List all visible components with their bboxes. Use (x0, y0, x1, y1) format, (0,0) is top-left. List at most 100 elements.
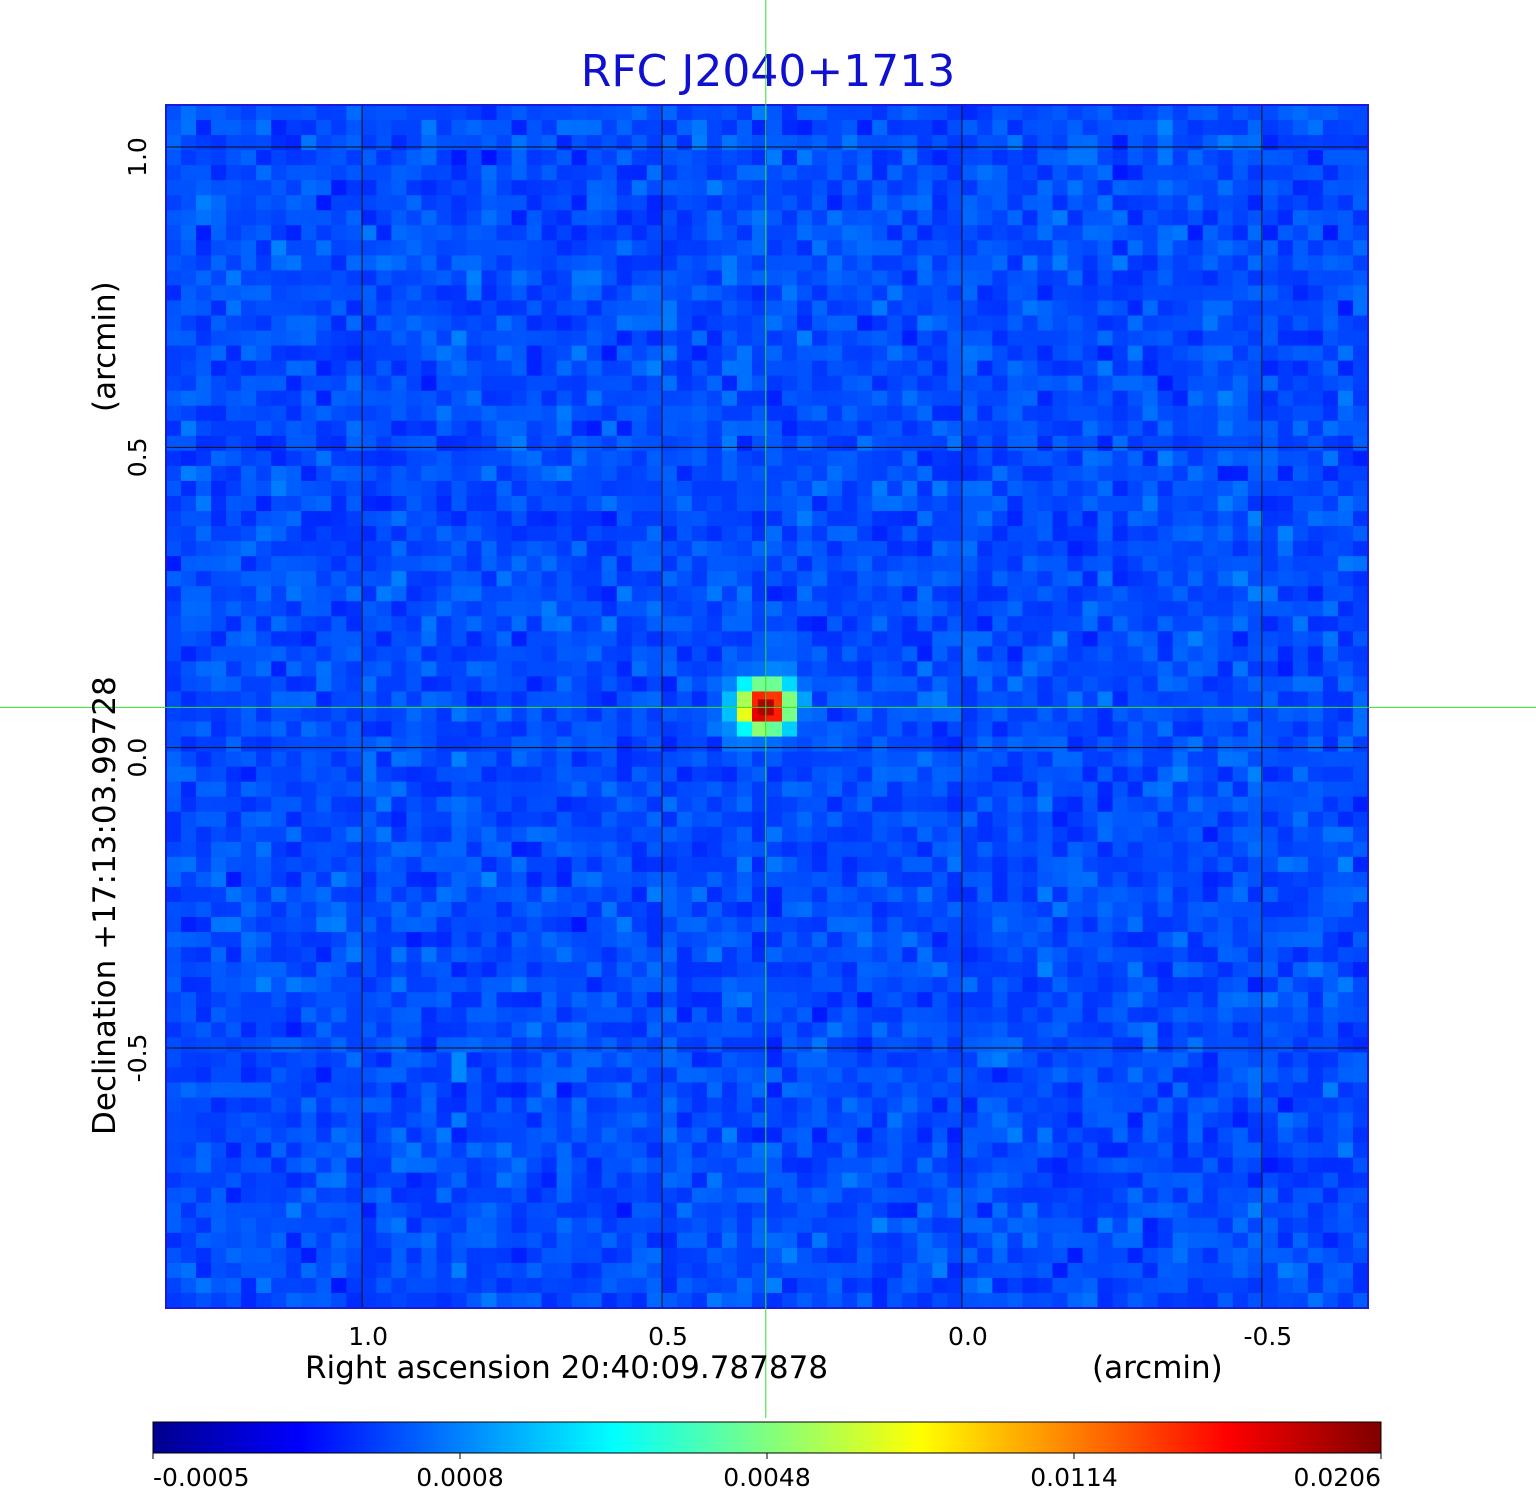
heatmap-cell (346, 541, 362, 557)
heatmap-cell (1142, 811, 1159, 828)
heatmap-cell (1262, 781, 1279, 798)
heatmap-cell (1247, 300, 1264, 317)
heatmap-cell (301, 706, 317, 723)
heatmap-cell (256, 150, 272, 166)
heatmap-cell (646, 586, 663, 602)
heatmap-cell (992, 345, 1009, 362)
heatmap-cell (1217, 526, 1234, 542)
heatmap-cell (932, 405, 948, 422)
heatmap-cell (676, 405, 693, 422)
heatmap-cell (902, 932, 918, 948)
heatmap-cell (1052, 616, 1069, 632)
heatmap-cell (241, 105, 257, 121)
heatmap-cell (571, 450, 588, 467)
heatmap-cell (872, 225, 888, 241)
heatmap-cell (1352, 1007, 1369, 1023)
heatmap-cell (1052, 871, 1069, 888)
heatmap-cell (947, 691, 963, 708)
heatmap-cell (301, 345, 317, 362)
heatmap-cell (1217, 706, 1234, 723)
heatmap-cell (241, 917, 257, 933)
heatmap-cell (166, 962, 182, 978)
heatmap-cell (767, 631, 783, 647)
heatmap-cell (631, 841, 648, 858)
heatmap-cell (406, 315, 423, 332)
heatmap-cell (361, 781, 377, 798)
heatmap-cell (676, 285, 693, 302)
heatmap-cell (256, 1022, 272, 1038)
heatmap-cell (511, 255, 528, 272)
heatmap-cell (556, 917, 573, 933)
heatmap-cell (241, 135, 257, 151)
heatmap-cell (917, 390, 933, 407)
heatmap-cell (1082, 676, 1099, 693)
heatmap-cell (797, 556, 813, 572)
heatmap-cell (1232, 495, 1249, 512)
heatmap-cell (676, 526, 693, 542)
heatmap-cell (1352, 390, 1369, 407)
heatmap-cell (1337, 541, 1354, 557)
heatmap-cell (646, 676, 663, 693)
heatmap-cell (947, 1007, 963, 1023)
heatmap-cell (1142, 977, 1159, 993)
heatmap-cell (226, 165, 242, 181)
heatmap-cell (1097, 751, 1114, 768)
heatmap-cell (601, 1022, 618, 1038)
heatmap-cell (917, 932, 933, 948)
heatmap-cell (842, 917, 858, 933)
heatmap-cell (721, 691, 738, 708)
heatmap-cell (1127, 736, 1144, 753)
heatmap-cell (451, 450, 468, 467)
heatmap-cell (361, 435, 377, 452)
heatmap-cell (166, 495, 182, 512)
heatmap-cell (1292, 405, 1309, 422)
heatmap-cell (511, 841, 528, 858)
heatmap-cell (361, 571, 377, 587)
heatmap-cell (181, 977, 197, 993)
heatmap-cell (1202, 210, 1219, 226)
heatmap-cell (1202, 285, 1219, 302)
heatmap-cell (736, 180, 753, 196)
heatmap-cell (211, 541, 227, 557)
heatmap-cell (436, 1007, 453, 1023)
heatmap-cell (932, 751, 948, 768)
heatmap-cell (1232, 932, 1249, 948)
heatmap-cell (797, 1022, 813, 1038)
heatmap-cell (1322, 135, 1339, 151)
heatmap-cell (1307, 571, 1324, 587)
heatmap-cell (271, 511, 287, 527)
heatmap-cell (226, 225, 242, 241)
heatmap-cell (256, 571, 272, 587)
heatmap-cell (271, 255, 287, 272)
heatmap-cell (511, 105, 528, 121)
heatmap-cell (1292, 541, 1309, 557)
heatmap-cell (1052, 796, 1069, 813)
heatmap-cell (271, 871, 287, 888)
heatmap-cell (616, 541, 633, 557)
heatmap-cell (1097, 345, 1114, 362)
heatmap-cell (751, 901, 768, 918)
heatmap-cell (181, 556, 197, 572)
heatmap-cell (872, 270, 888, 287)
heatmap-cell (736, 781, 753, 798)
heatmap-cell (346, 526, 362, 542)
heatmap-cell (376, 465, 392, 482)
heatmap-cell (196, 120, 212, 136)
heatmap-cell (1157, 571, 1174, 587)
heatmap-cell (1022, 601, 1039, 617)
heatmap-cell (571, 962, 588, 978)
heatmap-cell (601, 390, 618, 407)
heatmap-cell (1082, 932, 1099, 948)
heatmap-cell (1322, 240, 1339, 256)
heatmap-cell (571, 571, 588, 587)
heatmap-cell (827, 736, 843, 753)
heatmap-cell (451, 1007, 468, 1023)
heatmap-cell (691, 465, 708, 482)
heatmap-cell (1307, 150, 1324, 166)
heatmap-cell (1217, 917, 1234, 933)
heatmap-cell (872, 977, 888, 993)
heatmap-cell (1142, 150, 1159, 166)
heatmap-cell (586, 225, 603, 241)
heatmap-cell (511, 571, 528, 587)
heatmap-cell (196, 601, 212, 617)
